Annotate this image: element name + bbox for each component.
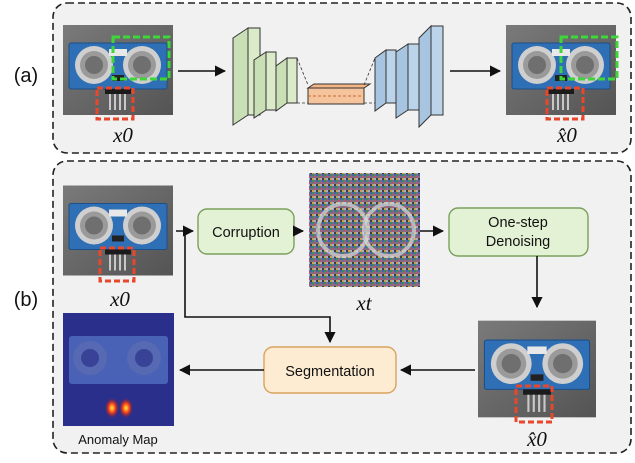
defect-box [95, 86, 135, 121]
panel-a: (a) x0 [14, 2, 632, 154]
output-image-b [478, 320, 596, 424]
denoising-label-line1: One-step [488, 215, 548, 231]
output-caption-b: x̂0 [526, 427, 547, 451]
unet-decoder [374, 24, 444, 129]
panel-b-label: (b) [14, 289, 38, 311]
input-caption-b: x0 [109, 287, 130, 311]
input-image-b [63, 184, 173, 283]
panel-a-label: (a) [14, 65, 38, 87]
segmentation-label: Segmentation [285, 364, 374, 380]
output-image-a [506, 25, 619, 121]
output-caption-a: x̂0 [556, 123, 577, 147]
corruption-node: Corruption [197, 208, 295, 255]
defect-box [98, 246, 136, 283]
defect-box [514, 384, 554, 424]
noisy-caption: xt [355, 291, 372, 315]
segmentation-node: Segmentation [263, 346, 397, 394]
anomaly-map [63, 313, 174, 426]
defect-box [545, 86, 585, 121]
unet-bottleneck [296, 57, 376, 105]
panel-b: (b) x0 Corruption xt One-step Denoising [14, 160, 632, 454]
noisy-image [309, 173, 420, 287]
arrow-down-icon [184, 231, 336, 344]
denoising-label-line2: Denoising [486, 234, 551, 250]
denoising-node: One-step Denoising [448, 207, 589, 257]
reconstruction-box [559, 35, 619, 81]
input-image-a [63, 25, 173, 121]
anomaly-map-caption: Anomaly Map [78, 432, 157, 447]
input-caption-a: x0 [112, 123, 133, 147]
reconstruction-box [111, 35, 171, 81]
unet-encoder [232, 27, 298, 126]
corruption-label: Corruption [212, 225, 280, 241]
